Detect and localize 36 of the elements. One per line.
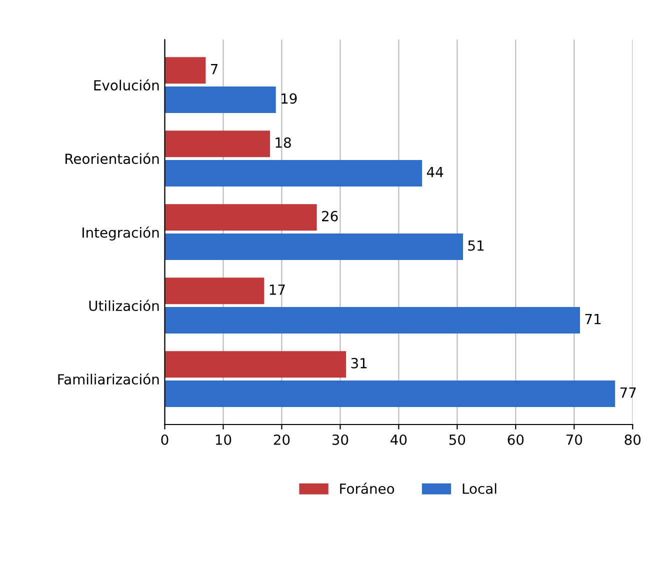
bar [164,351,346,378]
y-tick-label: Integración [82,226,159,241]
x-tick-label: 40 [390,434,407,445]
x-tick-label: 80 [624,434,641,445]
data-label: 77 [620,387,636,398]
bar [164,307,580,334]
x-tick-label: 0 [161,434,168,445]
bar [164,86,276,113]
bar [164,57,206,84]
bar [164,130,270,158]
y-tick-label: Utilización [89,300,159,312]
bar [164,204,317,231]
bar [164,234,464,260]
y-tick-label: Reorientación [66,152,159,164]
x-tick-label: 30 [332,434,348,445]
data-label: 44 [426,166,444,178]
data-label: 18 [276,137,291,148]
data-label: 7 [210,64,218,74]
y-tick-label: Familiarización [58,373,159,385]
x-tick-label: 60 [508,434,524,445]
bar [164,278,264,304]
legend-label: Foráneo [340,482,394,494]
bar [164,160,422,186]
data-label: 31 [351,358,367,368]
data-label: 17 [270,284,285,295]
x-tick-label: 20 [274,434,290,445]
bar [164,380,616,408]
x-tick-label: 50 [449,434,466,445]
data-label: 19 [282,93,297,104]
y-tick-label: Evolución [94,79,159,91]
data-label: 51 [468,240,484,251]
x-tick-label: 10 [216,434,232,445]
legend-label: Local [462,483,496,494]
data-label: 71 [585,314,601,324]
x-tick-label: 70 [566,434,582,445]
data-label: 26 [322,210,338,222]
